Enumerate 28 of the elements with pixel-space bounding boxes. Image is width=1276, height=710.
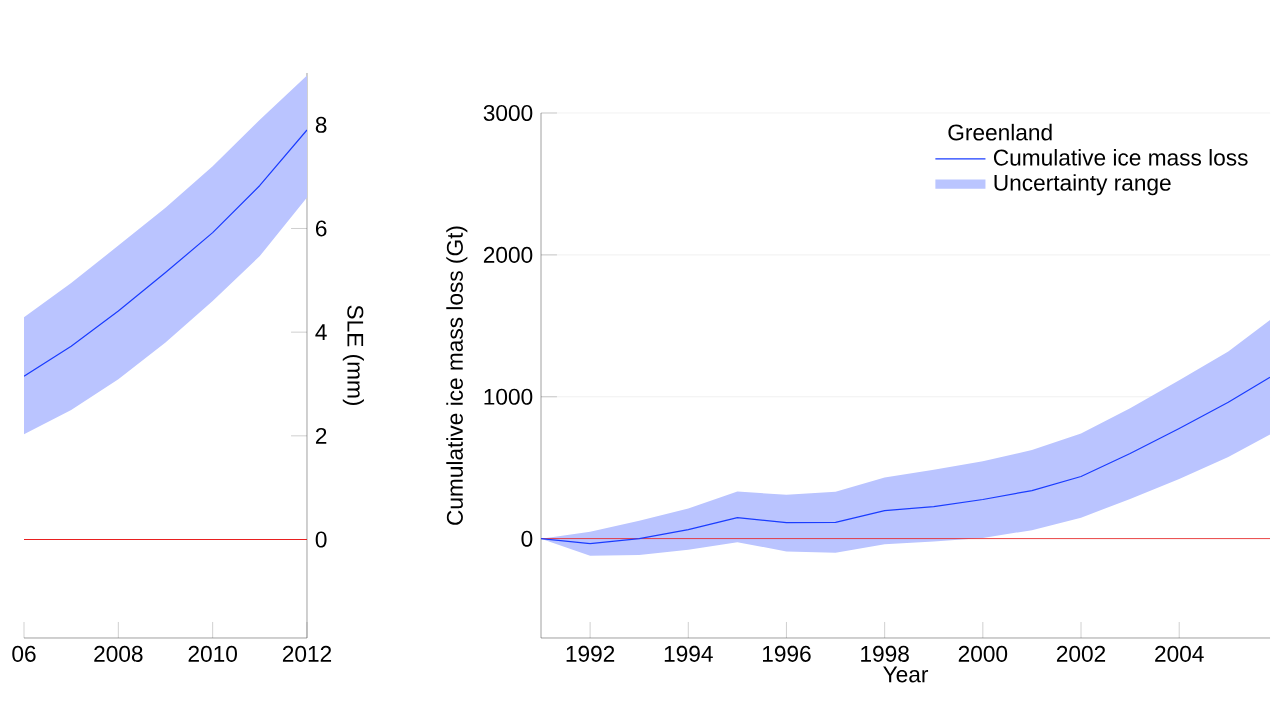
y-axis-title: Cumulative ice mass loss (Gt) (446, 226, 468, 525)
y-tick-label: 3000 (483, 104, 533, 122)
y-tick-label: 0 (315, 531, 327, 548)
y-tick-label: 1000 (484, 388, 533, 405)
line-series (24, 129, 307, 377)
y-tick-label: 2000 (483, 246, 533, 263)
x-axis-title: Year (883, 666, 929, 683)
line-series (541, 376, 1271, 545)
x-tick-label: 2008 (94, 645, 143, 662)
x-tick-label: 1996 (762, 645, 811, 662)
y-tick-label: 4 (315, 324, 327, 340)
y-tick-label: 8 (315, 116, 327, 133)
x-tick-label: 1998 (861, 645, 909, 662)
x-tick-label: 2002 (1056, 645, 1106, 662)
legend-title: Greenland (948, 123, 1052, 141)
legend-label: Cumulative ice mass loss (993, 149, 1248, 166)
x-tick-label: 2012 (282, 645, 332, 662)
annotation: Uncertainty range (994, 174, 1171, 196)
x-tick-label: 2010 (188, 645, 237, 662)
x-tick-label: 1992 (566, 645, 615, 662)
x-tick-label: 2004 (1155, 645, 1204, 662)
y-tick-label: 0 (521, 530, 533, 547)
x-tick-label: 2000 (958, 645, 1008, 662)
y-tick-label: 6 (315, 220, 327, 237)
x-tick-label: 1994 (664, 645, 713, 662)
y-axis-title: SLE (mm) (342, 305, 364, 406)
x-tick-label: 06 (12, 645, 36, 662)
y-tick-label: 2 (315, 427, 327, 444)
